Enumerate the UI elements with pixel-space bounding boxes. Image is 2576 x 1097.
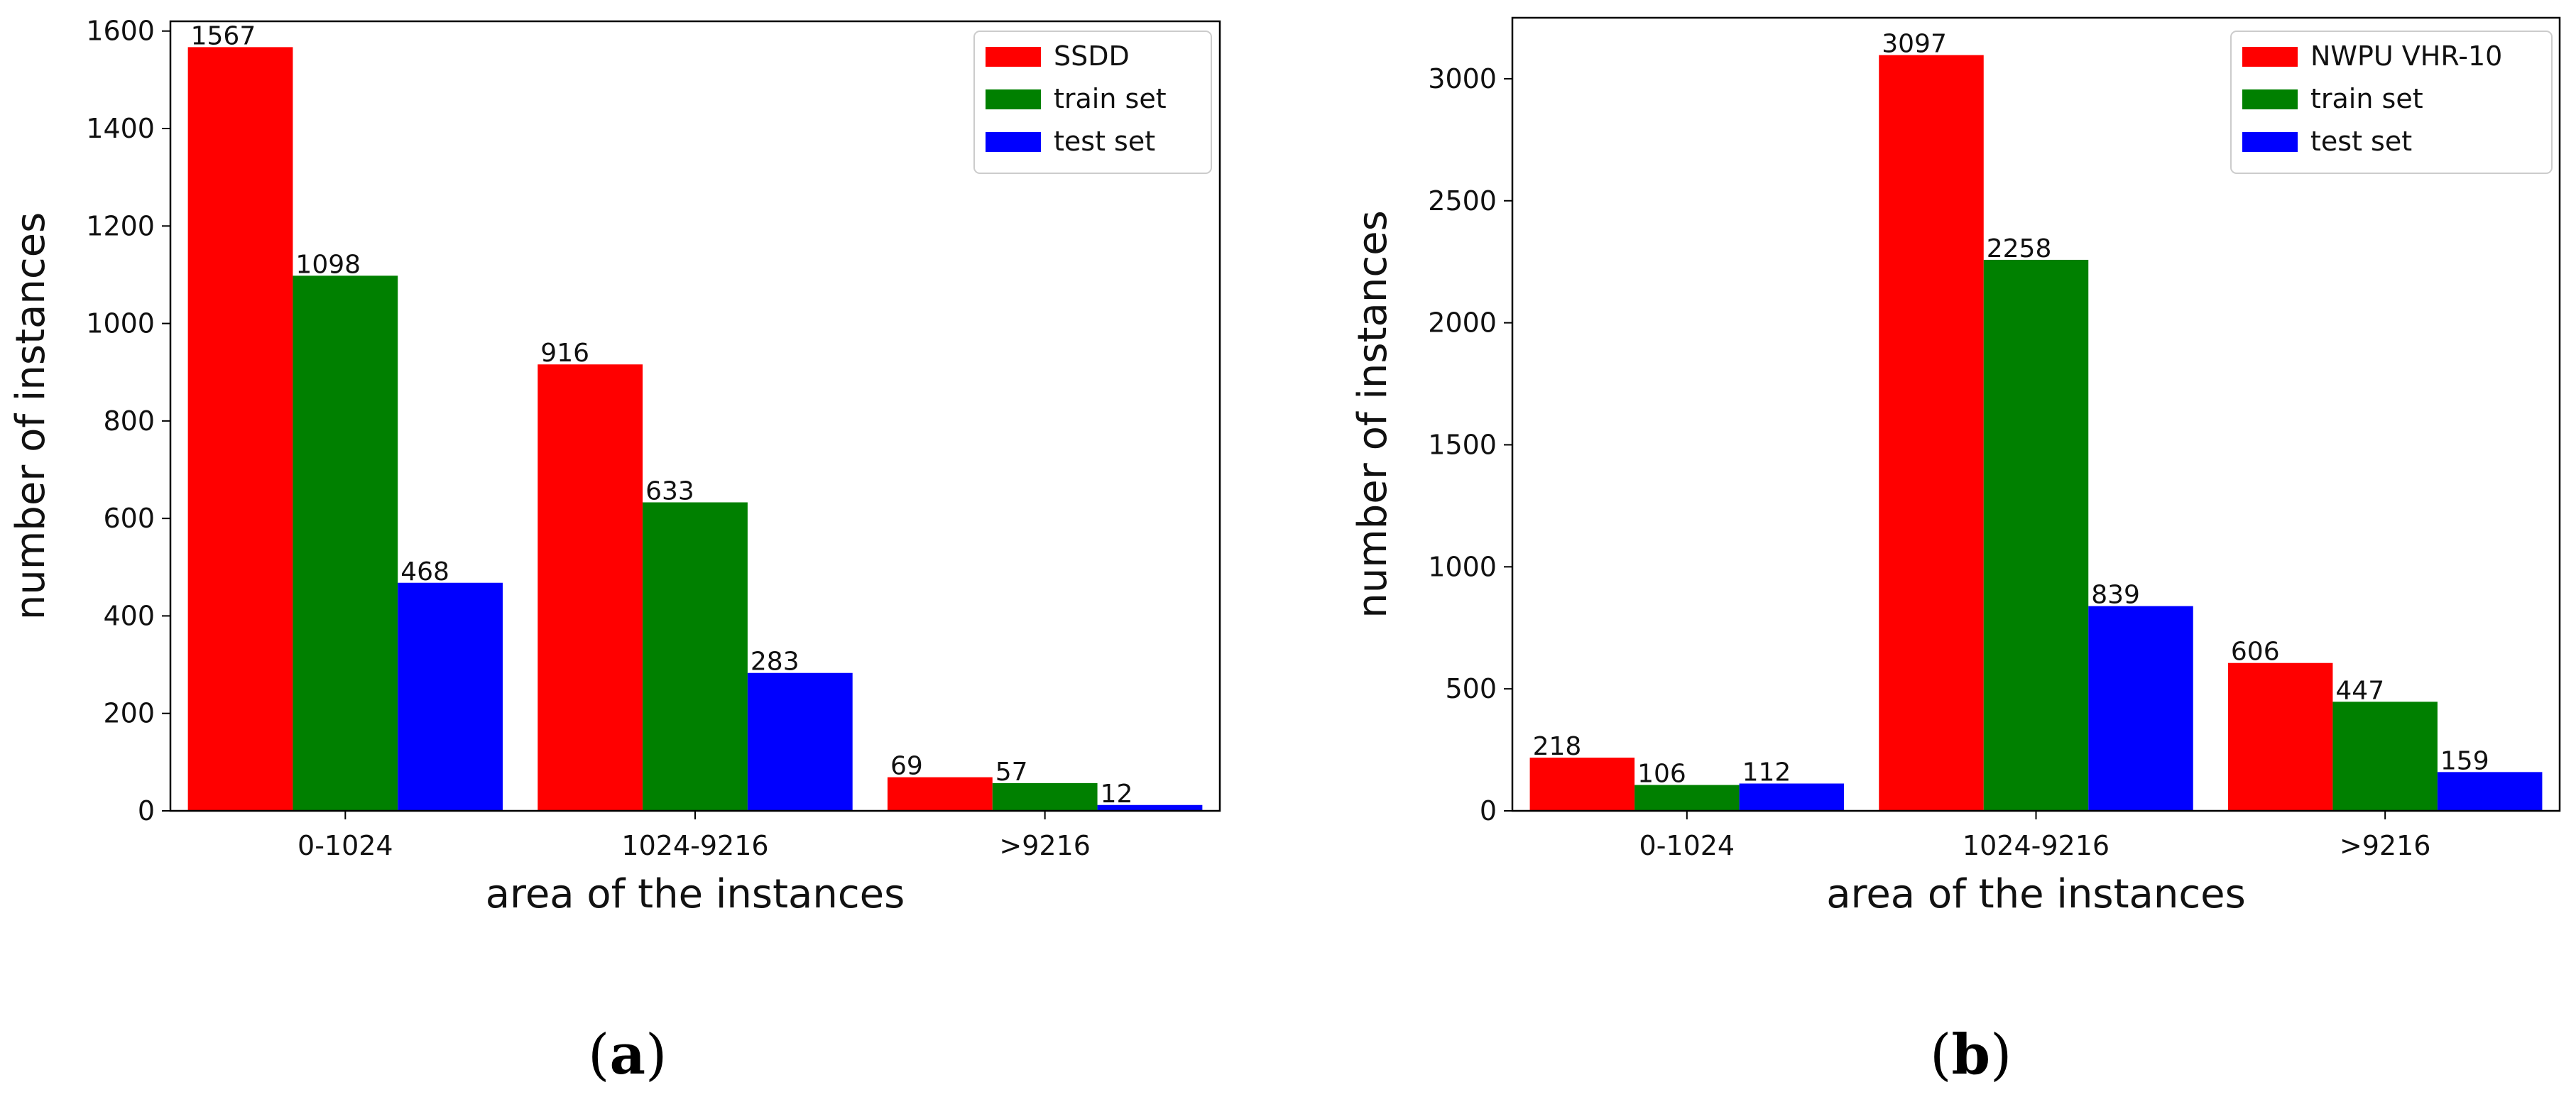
legend-label: train set (1054, 83, 1167, 114)
x-tick-label: 0-1024 (298, 830, 393, 861)
y-tick-label: 200 (103, 698, 155, 729)
bar-ssdd-0 (187, 47, 293, 811)
x-tick-label: 1024-9216 (1963, 830, 2110, 861)
y-tick-label: 3000 (1428, 63, 1497, 94)
bar-test-set-2 (2437, 772, 2543, 811)
y-axis-label: number of instances (1350, 210, 1396, 618)
legend-label: train set (2310, 83, 2423, 114)
bar-train-set-1 (643, 502, 748, 811)
bar-train-set-0 (293, 275, 398, 811)
data-label: 468 (400, 557, 449, 586)
x-tick-label: 1024-9216 (621, 830, 768, 861)
x-tick-label: >9216 (2340, 830, 2431, 861)
bar-train-set-2 (2332, 702, 2438, 811)
legend-label: NWPU VHR-10 (2310, 40, 2502, 72)
y-axis-label: number of instances (8, 212, 54, 621)
bar-nwpu-vhr-10-2 (2227, 662, 2333, 811)
legend-swatch (986, 132, 1041, 152)
bar-nwpu-vhr-10-1 (1879, 55, 1984, 811)
data-label: 12 (1101, 780, 1133, 809)
bar-test-set-0 (1739, 783, 1845, 811)
caption-a: (a) (588, 1022, 667, 1087)
data-label: 1567 (191, 21, 256, 50)
legend-label: SSDD (1054, 40, 1130, 72)
y-tick-label: 400 (103, 600, 155, 631)
bar-test-set-2 (1097, 804, 1203, 811)
y-tick-label: 1600 (86, 16, 155, 47)
bar-test-set-1 (2088, 606, 2193, 811)
y-tick-label: 0 (138, 795, 155, 826)
bar-train-set-0 (1634, 785, 1740, 811)
data-label: 283 (751, 648, 799, 677)
legend-swatch (2242, 132, 2298, 152)
plot-frame (1511, 16, 2561, 812)
bar-nwpu-vhr-10-0 (1529, 758, 1635, 811)
data-label: 3097 (1882, 30, 1947, 59)
legend-label: test set (2310, 126, 2412, 157)
data-label: 112 (1742, 758, 1791, 787)
bar-test-set-1 (747, 672, 853, 811)
data-label: 1098 (295, 250, 361, 279)
legend-label: test set (1054, 126, 1155, 157)
x-tick-label: 0-1024 (1639, 830, 1735, 861)
data-label: 69 (890, 752, 923, 781)
data-label: 839 (2091, 581, 2140, 610)
caption-b: (b) (1930, 1022, 2012, 1087)
legend-swatch (986, 47, 1041, 67)
legend-swatch (2242, 89, 2298, 109)
legend-swatch (986, 89, 1041, 109)
data-label: 633 (645, 476, 694, 506)
data-label: 606 (2231, 638, 2280, 667)
bar-train-set-1 (1983, 259, 2089, 812)
data-label: 447 (2335, 676, 2384, 705)
y-tick-label: 600 (103, 503, 155, 534)
y-tick-label: 1500 (1428, 429, 1497, 460)
data-label: 106 (1637, 760, 1686, 789)
legend-swatch (2242, 47, 2298, 67)
x-tick-label: >9216 (999, 830, 1091, 861)
data-label: 2258 (1987, 234, 2052, 263)
plot-frame (169, 20, 1221, 812)
y-tick-label: 1000 (1428, 551, 1497, 582)
data-label: 57 (995, 758, 1028, 787)
data-label: 218 (1533, 732, 1582, 761)
x-axis-label: area of the instances (1826, 871, 2246, 917)
y-tick-label: 500 (1445, 673, 1497, 704)
bar-test-set-0 (398, 582, 503, 811)
bar-train-set-2 (992, 782, 1098, 811)
y-tick-label: 1000 (86, 308, 155, 339)
y-tick-label: 800 (103, 405, 155, 437)
y-tick-label: 2500 (1428, 185, 1497, 217)
bar-ssdd-2 (887, 777, 993, 811)
data-label: 159 (2440, 746, 2489, 775)
chart-a: 1567 1098 468 0-1024 916 633 283 1024-9216 69 57 1… (8, 16, 1221, 917)
y-tick-label: 0 (1480, 795, 1497, 826)
bar-ssdd-1 (537, 364, 643, 811)
y-tick-label: 1200 (86, 210, 155, 241)
y-tick-label: 1400 (86, 113, 155, 144)
data-label: 916 (540, 339, 589, 368)
y-tick-label: 2000 (1428, 307, 1497, 339)
x-axis-label: area of the instances (486, 871, 905, 917)
chart-b: 218 106 112 0-1024 3097 2258 839 1024-9216 606 44… (1350, 16, 2561, 917)
legend-box (2230, 31, 2553, 174)
